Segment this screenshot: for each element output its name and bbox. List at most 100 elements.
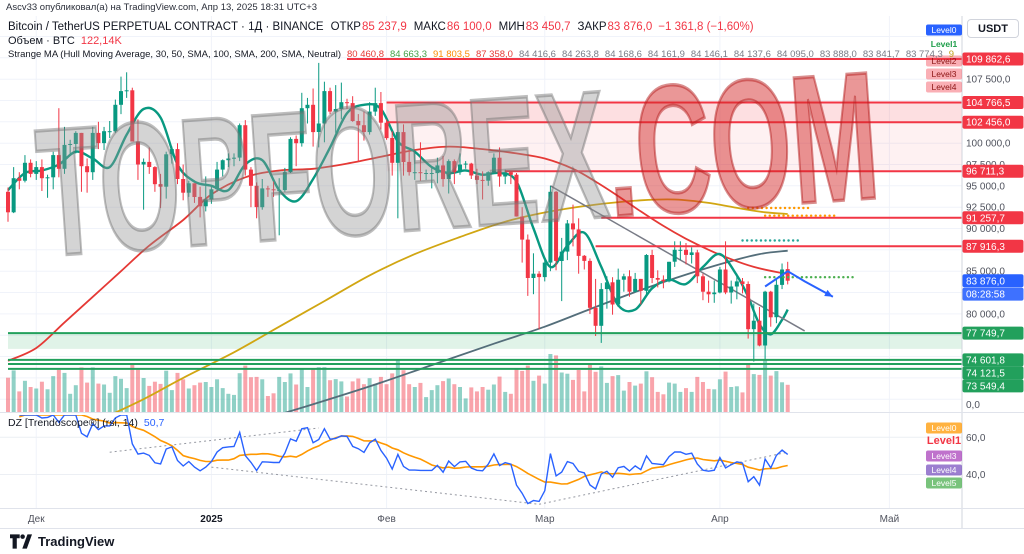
- symbol-legend-row[interactable]: Bitcoin / TetherUS PERPETUAL CONTRACT · …: [8, 21, 954, 33]
- svg-text:73 549,4: 73 549,4: [966, 381, 1005, 392]
- svg-text:87 916,3: 87 916,3: [966, 242, 1005, 253]
- ma-value: 84 263,8: [561, 49, 599, 60]
- ma-value: 84 137,6: [733, 49, 771, 60]
- symbol-title: Bitcoin / TetherUS PERPETUAL CONTRACT · …: [8, 21, 324, 33]
- price-axis-badge: [962, 164, 1024, 178]
- svg-text:Level4: Level4: [931, 465, 956, 475]
- volume-legend-row[interactable]: Объем · BTC 122,14K: [8, 35, 954, 47]
- indicator-pane[interactable]: [0, 415, 962, 505]
- price-axis-badge: [962, 52, 1024, 66]
- rsi-signal-line: [19, 415, 788, 485]
- price-axis-badge: [962, 211, 1024, 225]
- svg-text:91 257,7: 91 257,7: [966, 213, 1005, 224]
- chart-legend: Bitcoin / TetherUS PERPETUAL CONTRACT · …: [8, 21, 954, 62]
- ohlc-value: 83 876,0: [607, 21, 653, 33]
- ohlc-label: МАКС: [413, 21, 446, 33]
- price-axis-badge: [962, 239, 1024, 253]
- svg-text:Апр: Апр: [711, 514, 729, 525]
- svg-text:Level1: Level1: [931, 39, 958, 49]
- ma-value: 83 774,3: [905, 49, 943, 60]
- svg-text:95 000,0: 95 000,0: [966, 181, 1005, 192]
- svg-text:90 000,0: 90 000,0: [966, 224, 1005, 235]
- tradingview-logo-icon[interactable]: [10, 534, 32, 549]
- svg-text:80 000,0: 80 000,0: [966, 309, 1005, 320]
- ohlc-value: 83 450,7: [525, 21, 571, 33]
- share-text: Ascv33 опубликовал(а) на TradingView.com…: [6, 2, 318, 13]
- price-axis-badge: [962, 96, 1024, 109]
- ma-value: 84 161,9: [647, 49, 685, 60]
- ohlc-label: ЗАКР: [577, 21, 607, 33]
- currency-toggle-button[interactable]: USDT: [967, 19, 1019, 38]
- svg-text:40,0: 40,0: [966, 470, 986, 481]
- volume-bars: [6, 354, 790, 412]
- ma-value: 84 095,0: [776, 49, 814, 60]
- countdown-badge: [962, 287, 1024, 301]
- indicator-value: 50,7: [143, 417, 165, 429]
- indicator-title: DZ [Trendoscope®] (rsi, 14): [8, 417, 138, 429]
- ma-value: 80 460,8: [347, 49, 384, 60]
- svg-text:85 000,0: 85 000,0: [966, 267, 1005, 278]
- ohlc-label: ОТКР: [330, 21, 361, 33]
- price-axis-badge: [962, 274, 1024, 288]
- change-value: −1 361,8 (−1,60%): [658, 21, 754, 33]
- svg-text:Level3: Level3: [931, 451, 956, 461]
- share-info-bar: Ascv33 опубликовал(а) на TradingView.com…: [0, 0, 1024, 16]
- svg-text:Level0: Level0: [931, 423, 956, 433]
- svg-text:60,0: 60,0: [966, 433, 986, 444]
- svg-text:Май: Май: [880, 514, 900, 525]
- ma-value: 84 168,6: [604, 49, 642, 60]
- svg-text:109 862,6: 109 862,6: [966, 55, 1011, 66]
- main-pane[interactable]: [6, 58, 962, 489]
- svg-text:107 500,0: 107 500,0: [966, 75, 1011, 86]
- volume-label: Объем · BTC: [8, 35, 75, 47]
- svg-text:74 601,8: 74 601,8: [966, 355, 1005, 366]
- main-level-labels: Level0 Level1 Level2 Level3 Level4: [926, 24, 962, 93]
- svg-text:Мар: Мар: [535, 514, 555, 525]
- sma50-line: [7, 145, 788, 362]
- svg-text:Level4: Level4: [931, 82, 956, 92]
- svg-text:Дек: Дек: [28, 514, 45, 525]
- tradingview-logo-text[interactable]: TradingView: [38, 534, 115, 549]
- svg-text:Level3: Level3: [931, 69, 956, 79]
- svg-text:Level0: Level0: [931, 25, 956, 35]
- indicator-legend-row[interactable]: DZ [Trendoscope®] (rsi, 14) 50,7: [8, 417, 164, 429]
- svg-text:104 766,5: 104 766,5: [966, 98, 1011, 109]
- footer-bar: TradingView: [0, 528, 1024, 554]
- grid: [0, 16, 962, 508]
- projection-arrow: [764, 270, 834, 298]
- candlestick-series: [6, 62, 790, 362]
- time-axis[interactable]: Дек 2025 Фев Мар Апр Май: [28, 514, 899, 525]
- price-axis-badge: [962, 326, 1024, 340]
- projection-arrowhead: [824, 289, 833, 297]
- svg-text:08:28:58: 08:28:58: [966, 290, 1005, 301]
- ma-value: 83 841,7: [862, 49, 900, 60]
- volume-value: 122,14K: [80, 35, 122, 47]
- trendline: [550, 185, 806, 332]
- ohlc-label: МИН: [498, 21, 525, 33]
- indicator-level-labels: Level0 Level1 Level3 Level4 Level5: [926, 422, 962, 489]
- divergence-line: [538, 451, 788, 505]
- ma-values: 80 460,8 84 663,3 91 803,5 87 358,0 84 416,6…: [341, 49, 954, 60]
- svg-text:Фев: Фев: [377, 514, 395, 525]
- svg-text:77 749,7: 77 749,7: [966, 329, 1005, 340]
- price-axis-badge: [962, 366, 1024, 380]
- ohlc-values: ОТКР85 237,9 МАКС86 100,0 МИН83 450,7 ЗАКР8…: [324, 21, 653, 33]
- ma-value: 87 358,0: [475, 49, 513, 60]
- ma-value: 84 146,1: [690, 49, 728, 60]
- ma-value: 91 803,5: [432, 49, 470, 60]
- svg-text:Level2: Level2: [931, 56, 956, 66]
- ma-label: Strange MA (Hull Moving Average, 30, 50,…: [8, 49, 342, 60]
- ma-legend-row[interactable]: Strange MA (Hull Moving Average, 30, 50,…: [8, 49, 954, 60]
- sma100-line: [112, 198, 788, 413]
- ma-value: 91 660,5: [948, 49, 954, 60]
- svg-text:96 711,3: 96 711,3: [966, 167, 1005, 178]
- price-axis-badge: [962, 353, 1024, 367]
- svg-text:92 500,0: 92 500,0: [966, 203, 1005, 214]
- svg-text:0,0: 0,0: [966, 400, 980, 411]
- svg-text:Level5: Level5: [931, 478, 956, 488]
- svg-text:100 000,0: 100 000,0: [966, 139, 1011, 150]
- rsi-line: [19, 415, 789, 505]
